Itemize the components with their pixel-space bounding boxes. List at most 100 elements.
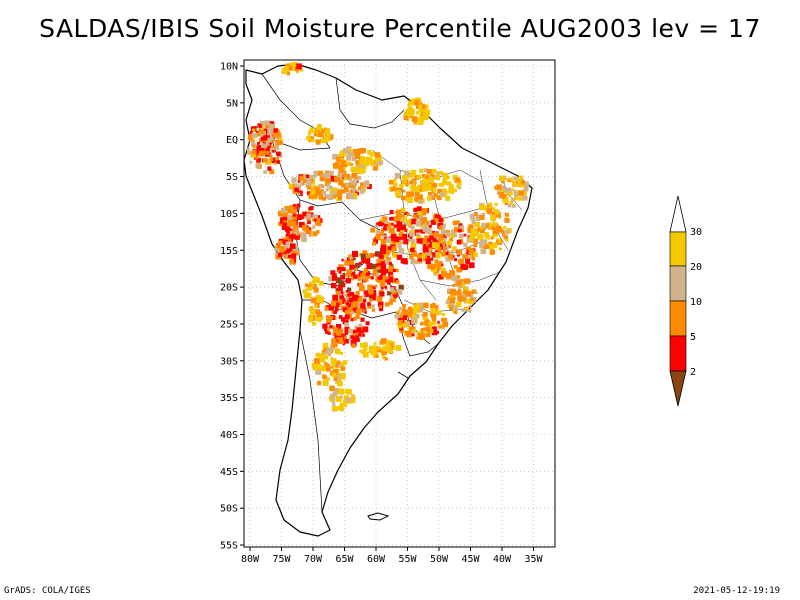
percentile-cell bbox=[278, 140, 283, 145]
percentile-cell bbox=[467, 254, 472, 260]
percentile-cell bbox=[379, 291, 385, 297]
percentile-cell bbox=[420, 180, 424, 184]
percentile-cell bbox=[430, 174, 435, 179]
percentile-cell bbox=[425, 258, 431, 265]
percentile-cell bbox=[321, 139, 326, 143]
percentile-cell bbox=[456, 180, 462, 185]
percentile-cell bbox=[298, 221, 305, 228]
percentile-cell bbox=[396, 289, 403, 295]
percentile-cell bbox=[390, 341, 395, 346]
percentile-cell bbox=[310, 297, 317, 304]
percentile-cell bbox=[317, 215, 321, 219]
percentile-cell bbox=[269, 154, 273, 158]
percentile-cell bbox=[459, 225, 464, 231]
percentile-cell bbox=[363, 290, 369, 295]
percentile-cell bbox=[312, 231, 318, 237]
percentile-cell bbox=[492, 207, 496, 211]
percentile-cell bbox=[442, 176, 447, 181]
percentile-cell bbox=[286, 248, 291, 253]
percentile-cell bbox=[290, 243, 296, 249]
percentile-cell bbox=[444, 194, 447, 197]
percentile-cell bbox=[407, 104, 411, 108]
percentile-cell bbox=[377, 160, 381, 165]
percentile-cell bbox=[291, 253, 297, 259]
percentile-cell bbox=[396, 254, 403, 260]
percentile-cell bbox=[285, 241, 290, 246]
percentile-cell bbox=[387, 344, 392, 349]
percentile-cell bbox=[409, 254, 414, 259]
percentile-cell bbox=[334, 348, 341, 355]
percentile-cell bbox=[419, 114, 424, 119]
percentile-cell bbox=[306, 286, 311, 291]
percentile-cell bbox=[287, 217, 294, 224]
percentile-cell bbox=[378, 257, 382, 261]
percentile-cell bbox=[392, 252, 398, 258]
percentile-cell bbox=[337, 380, 343, 387]
percentile-cell bbox=[395, 241, 400, 246]
percentile-cell bbox=[255, 156, 259, 160]
percentile-cell bbox=[468, 262, 475, 269]
percentile-cell bbox=[330, 270, 336, 275]
percentile-cell bbox=[373, 342, 377, 345]
percentile-cell bbox=[393, 224, 397, 228]
percentile-cell bbox=[306, 180, 312, 187]
percentile-cell bbox=[344, 322, 349, 327]
percentile-cell bbox=[246, 147, 250, 151]
percentile-cell bbox=[385, 279, 389, 283]
percentile-cell bbox=[375, 276, 379, 280]
percentile-cell bbox=[353, 176, 359, 182]
percentile-cell bbox=[272, 133, 278, 138]
percentile-cell bbox=[488, 241, 493, 247]
percentile-cell bbox=[490, 237, 494, 240]
lon-label: 35W bbox=[524, 554, 543, 565]
percentile-cell bbox=[395, 193, 399, 197]
percentile-cell bbox=[400, 207, 406, 213]
percentile-cell bbox=[423, 168, 428, 173]
percentile-cell bbox=[362, 275, 369, 282]
percentile-cell bbox=[403, 239, 409, 245]
percentile-cell bbox=[343, 166, 346, 170]
legend-label-5: 5 bbox=[690, 332, 696, 343]
percentile-cell bbox=[309, 234, 312, 237]
percentile-cell bbox=[367, 305, 371, 309]
percentile-cell bbox=[423, 177, 429, 184]
percentile-cell bbox=[346, 271, 352, 278]
percentile-cell bbox=[390, 274, 394, 279]
lat-label: 50S bbox=[220, 504, 238, 515]
percentile-cell bbox=[348, 151, 354, 157]
percentile-cell bbox=[425, 332, 431, 338]
map-frame bbox=[243, 59, 556, 548]
percentile-cell bbox=[421, 227, 426, 233]
percentile-cell bbox=[445, 300, 450, 304]
percentile-cell bbox=[466, 237, 473, 243]
percentile-cell bbox=[358, 164, 364, 170]
percentile-cell bbox=[478, 227, 481, 230]
percentile-cell bbox=[449, 269, 455, 275]
percentile-cell bbox=[281, 68, 288, 75]
lat-label: EQ bbox=[226, 135, 238, 146]
percentile-cell bbox=[352, 332, 358, 337]
percentile-cell bbox=[289, 249, 294, 254]
percentile-cell bbox=[362, 294, 367, 300]
percentile-cell bbox=[391, 181, 394, 185]
percentile-cell bbox=[338, 179, 344, 186]
percentile-cell bbox=[322, 173, 326, 177]
percentile-cell bbox=[426, 185, 433, 191]
percentile-cell bbox=[441, 252, 446, 257]
percentile-cell bbox=[332, 295, 339, 301]
percentile-cell bbox=[462, 254, 468, 260]
percentile-cell bbox=[326, 183, 331, 188]
percentile-cell bbox=[425, 242, 432, 249]
percentile-cell bbox=[388, 265, 395, 272]
percentile-cell bbox=[414, 304, 421, 310]
percentile-cell bbox=[277, 210, 284, 217]
percentile-cell bbox=[417, 253, 422, 259]
percentile-cell bbox=[297, 192, 301, 196]
percentile-cell bbox=[258, 124, 263, 128]
percentile-cell bbox=[463, 242, 468, 247]
percentile-cell bbox=[492, 242, 498, 248]
percentile-cell bbox=[387, 246, 392, 250]
percentile-cell bbox=[421, 186, 428, 192]
percentile-cell bbox=[380, 228, 385, 233]
percentile-cell bbox=[340, 291, 344, 295]
